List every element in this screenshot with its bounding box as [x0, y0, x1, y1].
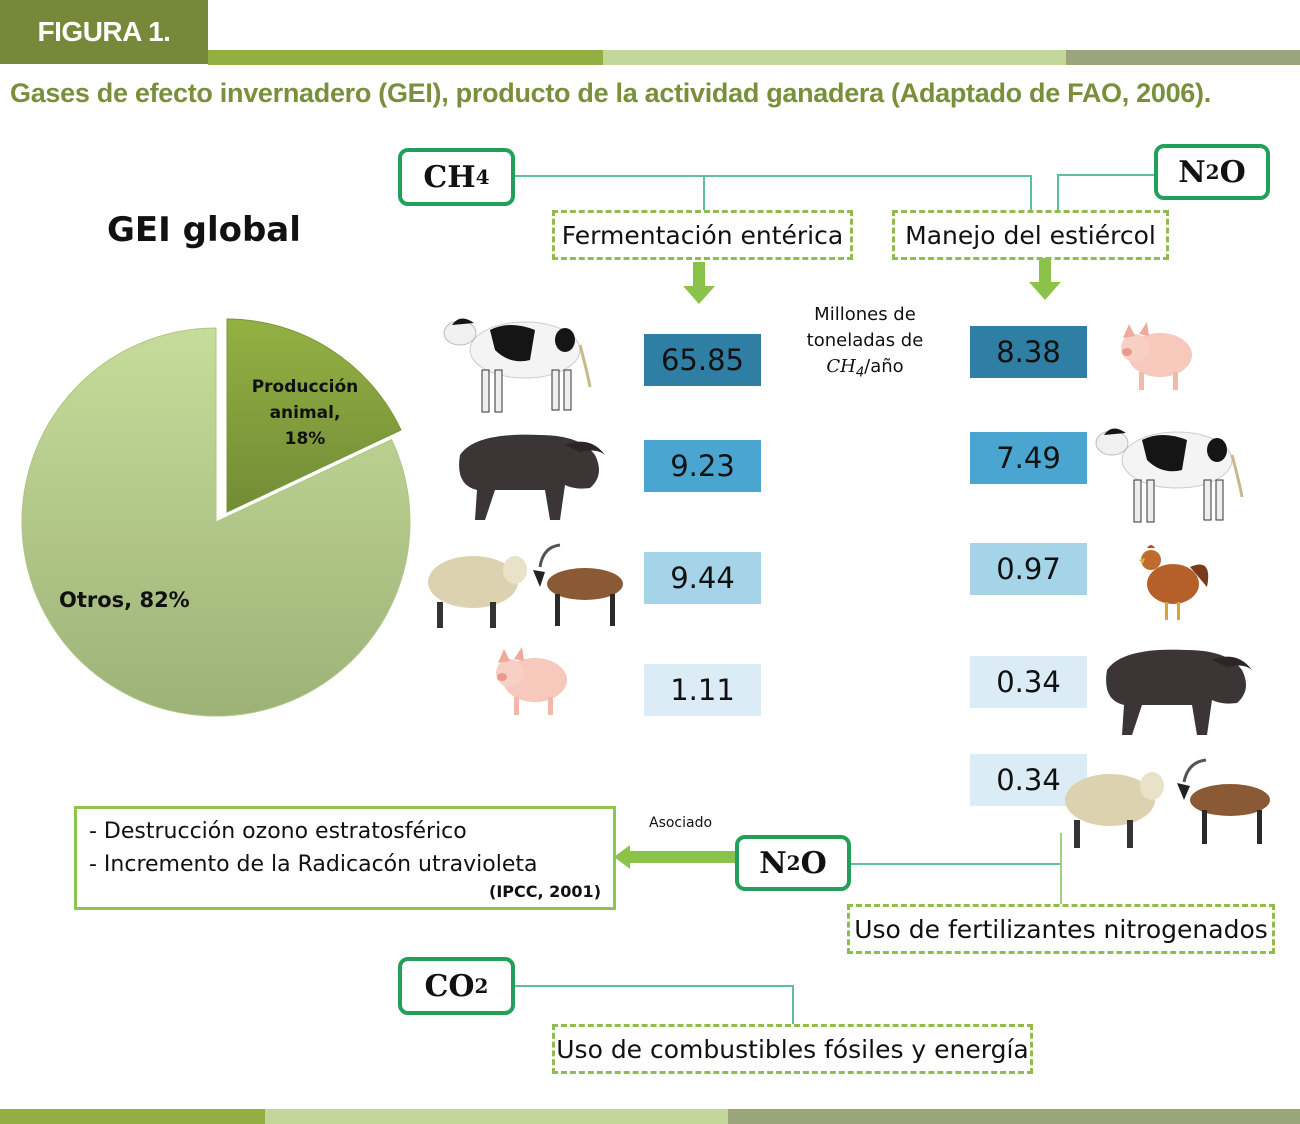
effect-line-1: - Destrucción ozono estratosférico	[89, 819, 467, 844]
buffalo-icon	[1106, 649, 1252, 735]
formula-base: N	[759, 845, 787, 881]
connector-n2o-fertilizer-horizontal	[851, 863, 1061, 865]
connector-n2o-fertilizer-vertical	[1060, 833, 1062, 905]
enteric-value-sheep-goat: 9.44	[644, 552, 761, 604]
figure-label: FIGURA 1.	[0, 0, 208, 64]
pie-title: GEI global	[107, 210, 301, 250]
unit-note: Millones de toneladas de CH4/año	[795, 302, 935, 387]
formula-tail: O	[1219, 154, 1246, 190]
connector-ch4-horizontal	[513, 175, 1031, 177]
effect-citation: (IPCC, 2001)	[489, 882, 601, 901]
cow-icon	[1095, 428, 1244, 523]
arrow-down-icon	[1029, 258, 1061, 300]
unit-subscript: 4	[855, 365, 865, 381]
source-enteric-fermentation: Fermentación entérica	[552, 210, 853, 260]
pie-slice-otros	[21, 327, 411, 717]
unit-note-line: toneladas de	[806, 330, 924, 351]
enteric-value-pig: 1.11	[644, 664, 761, 716]
header-bar-segment-1	[208, 50, 603, 65]
enteric-value-buffalo: 9.23	[644, 440, 761, 492]
sheep-goat-icon	[1065, 758, 1270, 848]
buffalo-icon	[459, 434, 605, 520]
formula-subscript: 4	[475, 165, 490, 189]
pie-label-otros: Otros, 82%	[59, 588, 190, 612]
effect-line-2: - Incremento de la Radicacón utravioleta	[89, 852, 538, 877]
unit-note-line: CH4/año	[795, 354, 935, 387]
footer-bar-segment-1	[0, 1109, 265, 1124]
manure-value-buffalo: 0.34	[970, 656, 1087, 708]
manure-value-pig: 8.38	[970, 326, 1087, 378]
connector-n2o-horizontal	[1057, 174, 1155, 176]
arrow-down-icon	[683, 262, 715, 304]
manure-value-cow: 7.49	[970, 432, 1087, 484]
pie-label-produccion-animal: Producción animal, 18%	[250, 374, 360, 452]
pie-label-line: Producción	[251, 377, 359, 397]
pie-chart	[21, 318, 411, 717]
unit-tail: /año	[864, 356, 904, 377]
source-nitrogen-fertilizers: Uso de fertilizantes nitrogenados	[847, 904, 1275, 954]
pig-icon	[496, 647, 567, 715]
connector-co2-vertical	[792, 985, 794, 1025]
gas-ch4-box: CH 4	[398, 148, 515, 206]
associated-label: Asociado	[649, 815, 713, 831]
cow-icon	[443, 318, 592, 413]
gas-co2-box: CO 2	[398, 957, 515, 1015]
footer-bar-segment-2	[265, 1109, 728, 1124]
figure-caption: Gases de efecto invernadero (GEI), produ…	[10, 78, 1211, 108]
formula-subscript: 2	[474, 974, 489, 998]
unit-formula: CH	[826, 356, 856, 377]
header-bar-segment-2	[603, 50, 1066, 65]
unit-note-line: Millones de	[814, 304, 916, 325]
header-bar-segment-3	[1066, 50, 1300, 65]
manure-value-chicken: 0.97	[970, 543, 1087, 595]
manure-value-sheep-goat: 0.34	[970, 754, 1087, 806]
enteric-value-cow: 65.85	[644, 334, 761, 386]
connector-ch4-enteric	[703, 175, 705, 211]
connector-n2o-manure	[1057, 174, 1059, 211]
sheep-goat-icon	[428, 543, 623, 628]
formula-base: CO	[424, 968, 475, 1004]
formula-subscript: 2	[1205, 160, 1220, 184]
footer-bar-segment-3	[728, 1109, 1300, 1124]
pig-icon	[1121, 322, 1192, 390]
n2o-effects-box: - Destrucción ozono estratosférico - Inc…	[74, 806, 616, 910]
formula-subscript: 2	[786, 851, 801, 875]
formula-base: CH	[423, 159, 476, 195]
chicken-icon	[1139, 545, 1209, 620]
source-fossil-fuels: Uso de combustibles fósiles y energía	[552, 1024, 1033, 1074]
pie-slice-produccion-animal	[226, 318, 402, 513]
connector-co2-horizontal	[515, 985, 794, 987]
connector-ch4-manure	[1030, 175, 1032, 211]
formula-tail: O	[800, 845, 827, 881]
pie-label-line: animal, 18%	[269, 403, 341, 449]
formula-base: N	[1178, 154, 1206, 190]
arrow-left-icon	[614, 845, 738, 869]
source-manure-management: Manejo del estiércol	[892, 210, 1169, 260]
